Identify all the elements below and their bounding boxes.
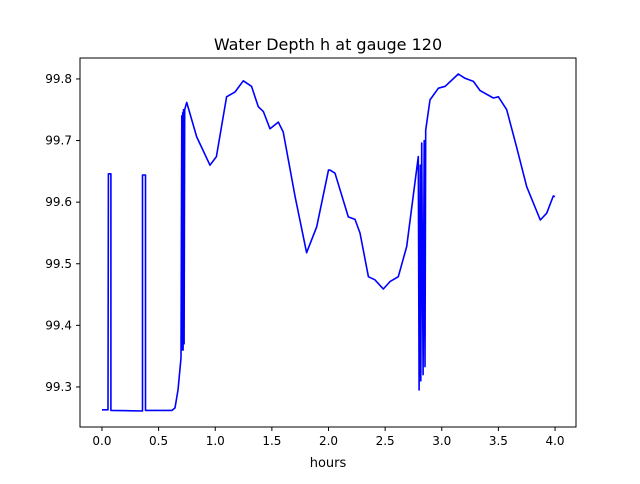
x-tick-label: 2.0: [319, 434, 338, 448]
axes-frame: [79, 57, 577, 428]
series-line-group: [102, 73, 556, 412]
x-tick-label: 3.0: [432, 434, 451, 448]
y-tick-label: 99.5: [45, 257, 72, 271]
y-axis: 99.3 99.4 99.5 99.6 99.7 99.8: [45, 72, 80, 394]
x-tick-label: 0.5: [149, 434, 168, 448]
y-tick-label: 99.4: [45, 318, 72, 332]
x-axis-label: hours: [310, 456, 347, 471]
y-tick-label: 99.7: [45, 134, 72, 148]
x-tick-label: 3.5: [489, 434, 508, 448]
y-tick-label: 99.6: [45, 195, 72, 209]
x-axis: 0.0 0.5 1.0 1.5 2.0 2.5 3.0 3.5 4.0: [92, 427, 565, 448]
x-tick-label: 4.0: [545, 434, 564, 448]
y-tick-label: 99.3: [45, 380, 72, 394]
x-tick-label: 1.5: [262, 434, 281, 448]
chart-title: Water Depth h at gauge 120: [214, 35, 442, 54]
series-line-h: [102, 73, 556, 412]
x-tick-label: 1.0: [206, 434, 225, 448]
x-tick-label: 2.5: [376, 434, 395, 448]
x-tick-label: 0.0: [92, 434, 111, 448]
y-tick-label: 99.8: [45, 72, 72, 86]
